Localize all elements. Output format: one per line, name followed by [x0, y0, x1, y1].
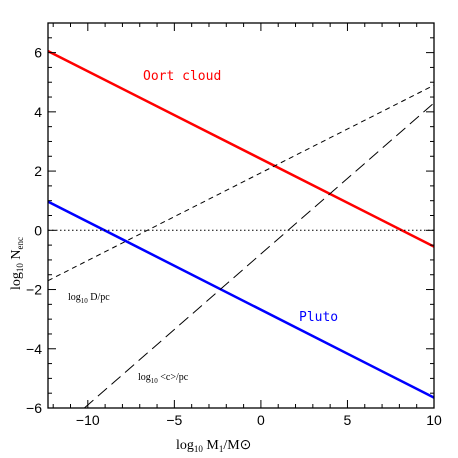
x-axis-label: log10 M1/M⊙ [176, 438, 251, 454]
y-tick-label: 0 [34, 222, 42, 238]
series-line-d-over-pc [47, 84, 435, 282]
series-label-oort-cloud: Oort cloud [143, 69, 221, 84]
y-axis-label: log10 Nenc [9, 237, 25, 290]
annotation-c-over-pc: log10 <c>/pc [138, 372, 189, 385]
series-line-oort-cloud [47, 50, 435, 248]
x-tick-label: 10 [426, 412, 442, 428]
y-tick-label: 2 [34, 163, 42, 179]
y-tick-label: 6 [34, 45, 42, 61]
series-line-c-over-pc [84, 102, 435, 409]
y-tick-label: −4 [26, 341, 42, 357]
x-tick-label: 0 [257, 412, 265, 428]
ticks-layer [48, 22, 435, 409]
y-tick-label: 4 [34, 104, 42, 120]
tick-labels-layer: −10 −5 0 5 10 −6 −4 −2 0 2 4 6 [26, 45, 442, 428]
series-line-pluto [47, 200, 435, 399]
lines-layer [47, 50, 435, 409]
x-tick-label: 5 [344, 412, 352, 428]
series-label-pluto: Pluto [299, 310, 338, 325]
x-tick-label: −5 [166, 412, 182, 428]
annotation-d-over-pc: log10 D/pc [68, 292, 110, 305]
y-tick-label: −2 [26, 282, 42, 298]
x-tick-label: −10 [76, 412, 100, 428]
y-tick-label: −6 [26, 400, 42, 416]
